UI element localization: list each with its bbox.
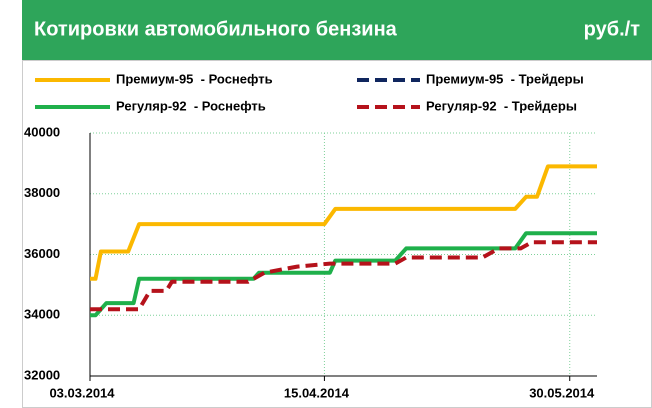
x-tick-label: 30.05.2014 [529, 385, 595, 400]
series-line [90, 164, 597, 281]
x-tick-label: 03.03.2014 [49, 385, 115, 400]
series-line [90, 231, 597, 318]
unit: руб./т [584, 18, 641, 40]
series-line [90, 240, 597, 312]
x-tick-label: 15.04.2014 [284, 385, 350, 400]
legend-label: Регуляр-92 - Трейдеры [426, 98, 577, 113]
legend-label: Регуляр-92 - Роснефть [116, 98, 266, 113]
header-bar [22, 0, 652, 60]
y-tick-label: 38000 [24, 185, 60, 200]
chart-title: Котировки автомобильного бензина [34, 18, 398, 40]
legend-label: Премиум-95 - Трейдеры [426, 71, 584, 86]
legend-label: Премиум-95 - Роснефть [116, 71, 273, 86]
y-tick-label: 40000 [24, 124, 60, 139]
y-tick-label: 34000 [24, 307, 60, 322]
y-tick-label: 36000 [24, 246, 60, 261]
y-tick-label: 32000 [24, 367, 60, 382]
